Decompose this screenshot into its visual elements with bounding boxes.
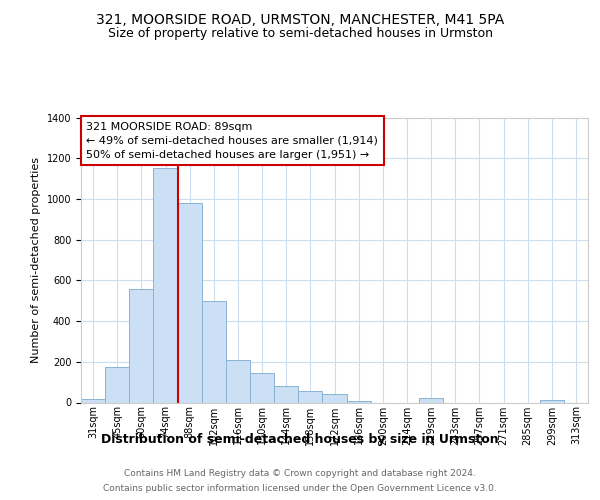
Text: 321 MOORSIDE ROAD: 89sqm
← 49% of semi-detached houses are smaller (1,914)
50% o: 321 MOORSIDE ROAD: 89sqm ← 49% of semi-d… <box>86 122 378 160</box>
Bar <box>274 386 298 402</box>
Bar <box>540 400 564 402</box>
Bar <box>105 367 129 402</box>
Bar <box>178 203 202 402</box>
Y-axis label: Number of semi-detached properties: Number of semi-detached properties <box>31 157 41 363</box>
Bar <box>202 300 226 402</box>
Text: Contains public sector information licensed under the Open Government Licence v3: Contains public sector information licen… <box>103 484 497 493</box>
Text: 321, MOORSIDE ROAD, URMSTON, MANCHESTER, M41 5PA: 321, MOORSIDE ROAD, URMSTON, MANCHESTER,… <box>96 12 504 26</box>
Bar <box>226 360 250 403</box>
Bar <box>81 400 105 402</box>
Text: Distribution of semi-detached houses by size in Urmston: Distribution of semi-detached houses by … <box>101 432 499 446</box>
Bar <box>154 168 178 402</box>
Bar <box>322 394 347 402</box>
Text: Size of property relative to semi-detached houses in Urmston: Size of property relative to semi-detach… <box>107 28 493 40</box>
Bar <box>419 398 443 402</box>
Bar <box>298 392 322 402</box>
Text: Contains HM Land Registry data © Crown copyright and database right 2024.: Contains HM Land Registry data © Crown c… <box>124 469 476 478</box>
Bar <box>129 288 154 403</box>
Bar <box>250 373 274 402</box>
